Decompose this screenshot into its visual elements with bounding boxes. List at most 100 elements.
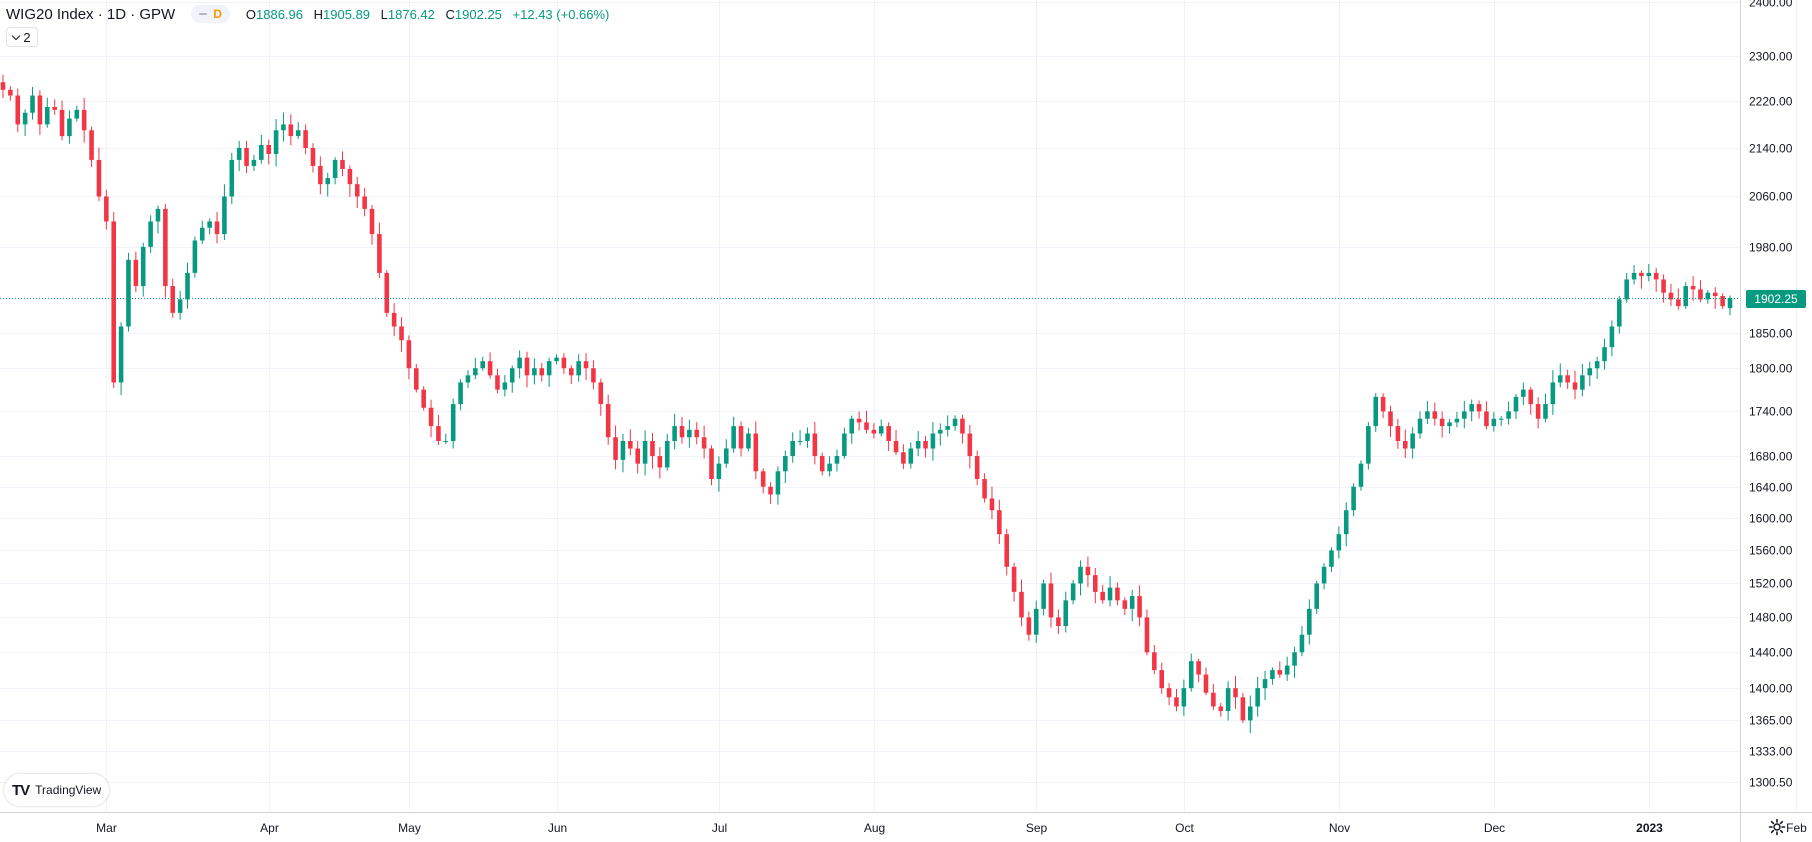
candle	[362, 187, 367, 217]
candle	[635, 440, 640, 474]
candle-body	[1432, 411, 1438, 419]
candle	[738, 421, 744, 457]
candle	[369, 205, 375, 245]
candle	[849, 415, 855, 444]
candle	[591, 360, 596, 390]
candle-body	[908, 448, 914, 464]
candle	[1506, 401, 1511, 425]
candle	[554, 354, 559, 365]
candle-body	[1388, 411, 1393, 427]
candle-body	[1617, 299, 1622, 327]
candle	[1174, 688, 1179, 712]
candle-body	[428, 407, 434, 427]
candle	[1307, 599, 1312, 645]
candle	[1166, 683, 1172, 706]
candle	[1698, 280, 1703, 303]
candle-body	[391, 312, 397, 327]
candle	[967, 425, 973, 469]
price-tick-label: 2220.00	[1749, 95, 1793, 109]
candle-body	[104, 196, 109, 222]
candle-body	[1572, 382, 1578, 390]
candle-body	[1528, 389, 1534, 405]
candle	[1639, 270, 1644, 289]
candle	[1513, 393, 1519, 420]
candle-body	[613, 437, 618, 460]
candle-body	[310, 147, 316, 166]
chevron-down-icon	[12, 31, 21, 40]
price-axis[interactable]: 2400.00 2300.00 2220.00 2140.00 2060.00 1980.…	[1749, 0, 1793, 790]
candle-body	[421, 389, 426, 408]
candle-body	[532, 368, 537, 376]
candle	[1543, 393, 1548, 423]
candle	[1159, 662, 1165, 694]
candle-body	[701, 437, 707, 449]
change-value: +12.43 (+0.66%)	[512, 6, 610, 22]
candle-body	[901, 452, 906, 464]
candle-body	[1425, 411, 1430, 419]
candle	[1676, 288, 1681, 310]
candle-body	[1247, 706, 1253, 721]
candle-body	[81, 109, 87, 131]
market-status-badge[interactable]: D	[191, 5, 230, 23]
symbol-title[interactable]: WIG20 Index · 1D · GPW	[6, 5, 176, 23]
candle	[450, 398, 456, 449]
candle-body	[753, 433, 759, 472]
candle	[1439, 411, 1445, 438]
candle-body	[1115, 587, 1120, 601]
candle	[1262, 670, 1268, 701]
candle	[236, 140, 242, 172]
candle-body	[1129, 596, 1135, 609]
gear-icon[interactable]	[1768, 818, 1786, 836]
candle	[8, 86, 13, 101]
time-tick-label: 2023	[1636, 821, 1663, 835]
candle-body	[1410, 433, 1415, 449]
candle	[723, 439, 729, 468]
candle	[1211, 683, 1216, 711]
candle	[1661, 274, 1666, 303]
candle	[192, 236, 198, 278]
candle	[414, 363, 419, 393]
close-label: C	[445, 6, 455, 22]
candle-body	[1602, 347, 1607, 362]
open-label: O	[245, 6, 257, 22]
candle	[1255, 677, 1260, 717]
candle-body	[67, 118, 72, 137]
candle-body	[1277, 670, 1283, 675]
candle	[893, 429, 899, 456]
candle-body	[982, 478, 987, 499]
candle	[1609, 320, 1615, 357]
candle	[731, 416, 736, 453]
candle	[1380, 393, 1386, 419]
candle-body	[1181, 688, 1187, 707]
candle-body	[628, 440, 633, 449]
candle	[628, 429, 633, 456]
candle-body	[819, 456, 825, 472]
candle	[458, 379, 463, 411]
tradingview-logo[interactable]: TV TradingView	[4, 774, 110, 806]
indicators-toggle-button[interactable]: 2	[6, 27, 38, 47]
candle-body	[37, 95, 43, 125]
price-tick-label: 1520.00	[1749, 577, 1793, 591]
candle-body	[1255, 688, 1260, 707]
candle-body	[1329, 550, 1334, 567]
candle-body	[1078, 566, 1083, 584]
time-axis[interactable]: Mar Apr May Jun Jul Aug Sep Oct Nov Dec 2023 Feb	[96, 821, 1807, 835]
candle	[1653, 267, 1659, 292]
candle	[1594, 356, 1600, 379]
candle	[1528, 386, 1534, 415]
candle-body	[960, 418, 965, 434]
candle	[805, 427, 810, 448]
candle	[1587, 361, 1593, 386]
price-tick-label: 1740.00	[1749, 405, 1793, 419]
candle	[391, 303, 397, 337]
candle-body	[1048, 583, 1054, 618]
candle	[1358, 460, 1364, 491]
candle-body	[480, 361, 486, 369]
candle-body	[1358, 463, 1364, 487]
candle-body	[642, 440, 648, 464]
candle	[642, 430, 648, 476]
candle-body	[1661, 279, 1666, 293]
candle	[1425, 400, 1430, 424]
time-tick-label: Dec	[1484, 821, 1505, 835]
